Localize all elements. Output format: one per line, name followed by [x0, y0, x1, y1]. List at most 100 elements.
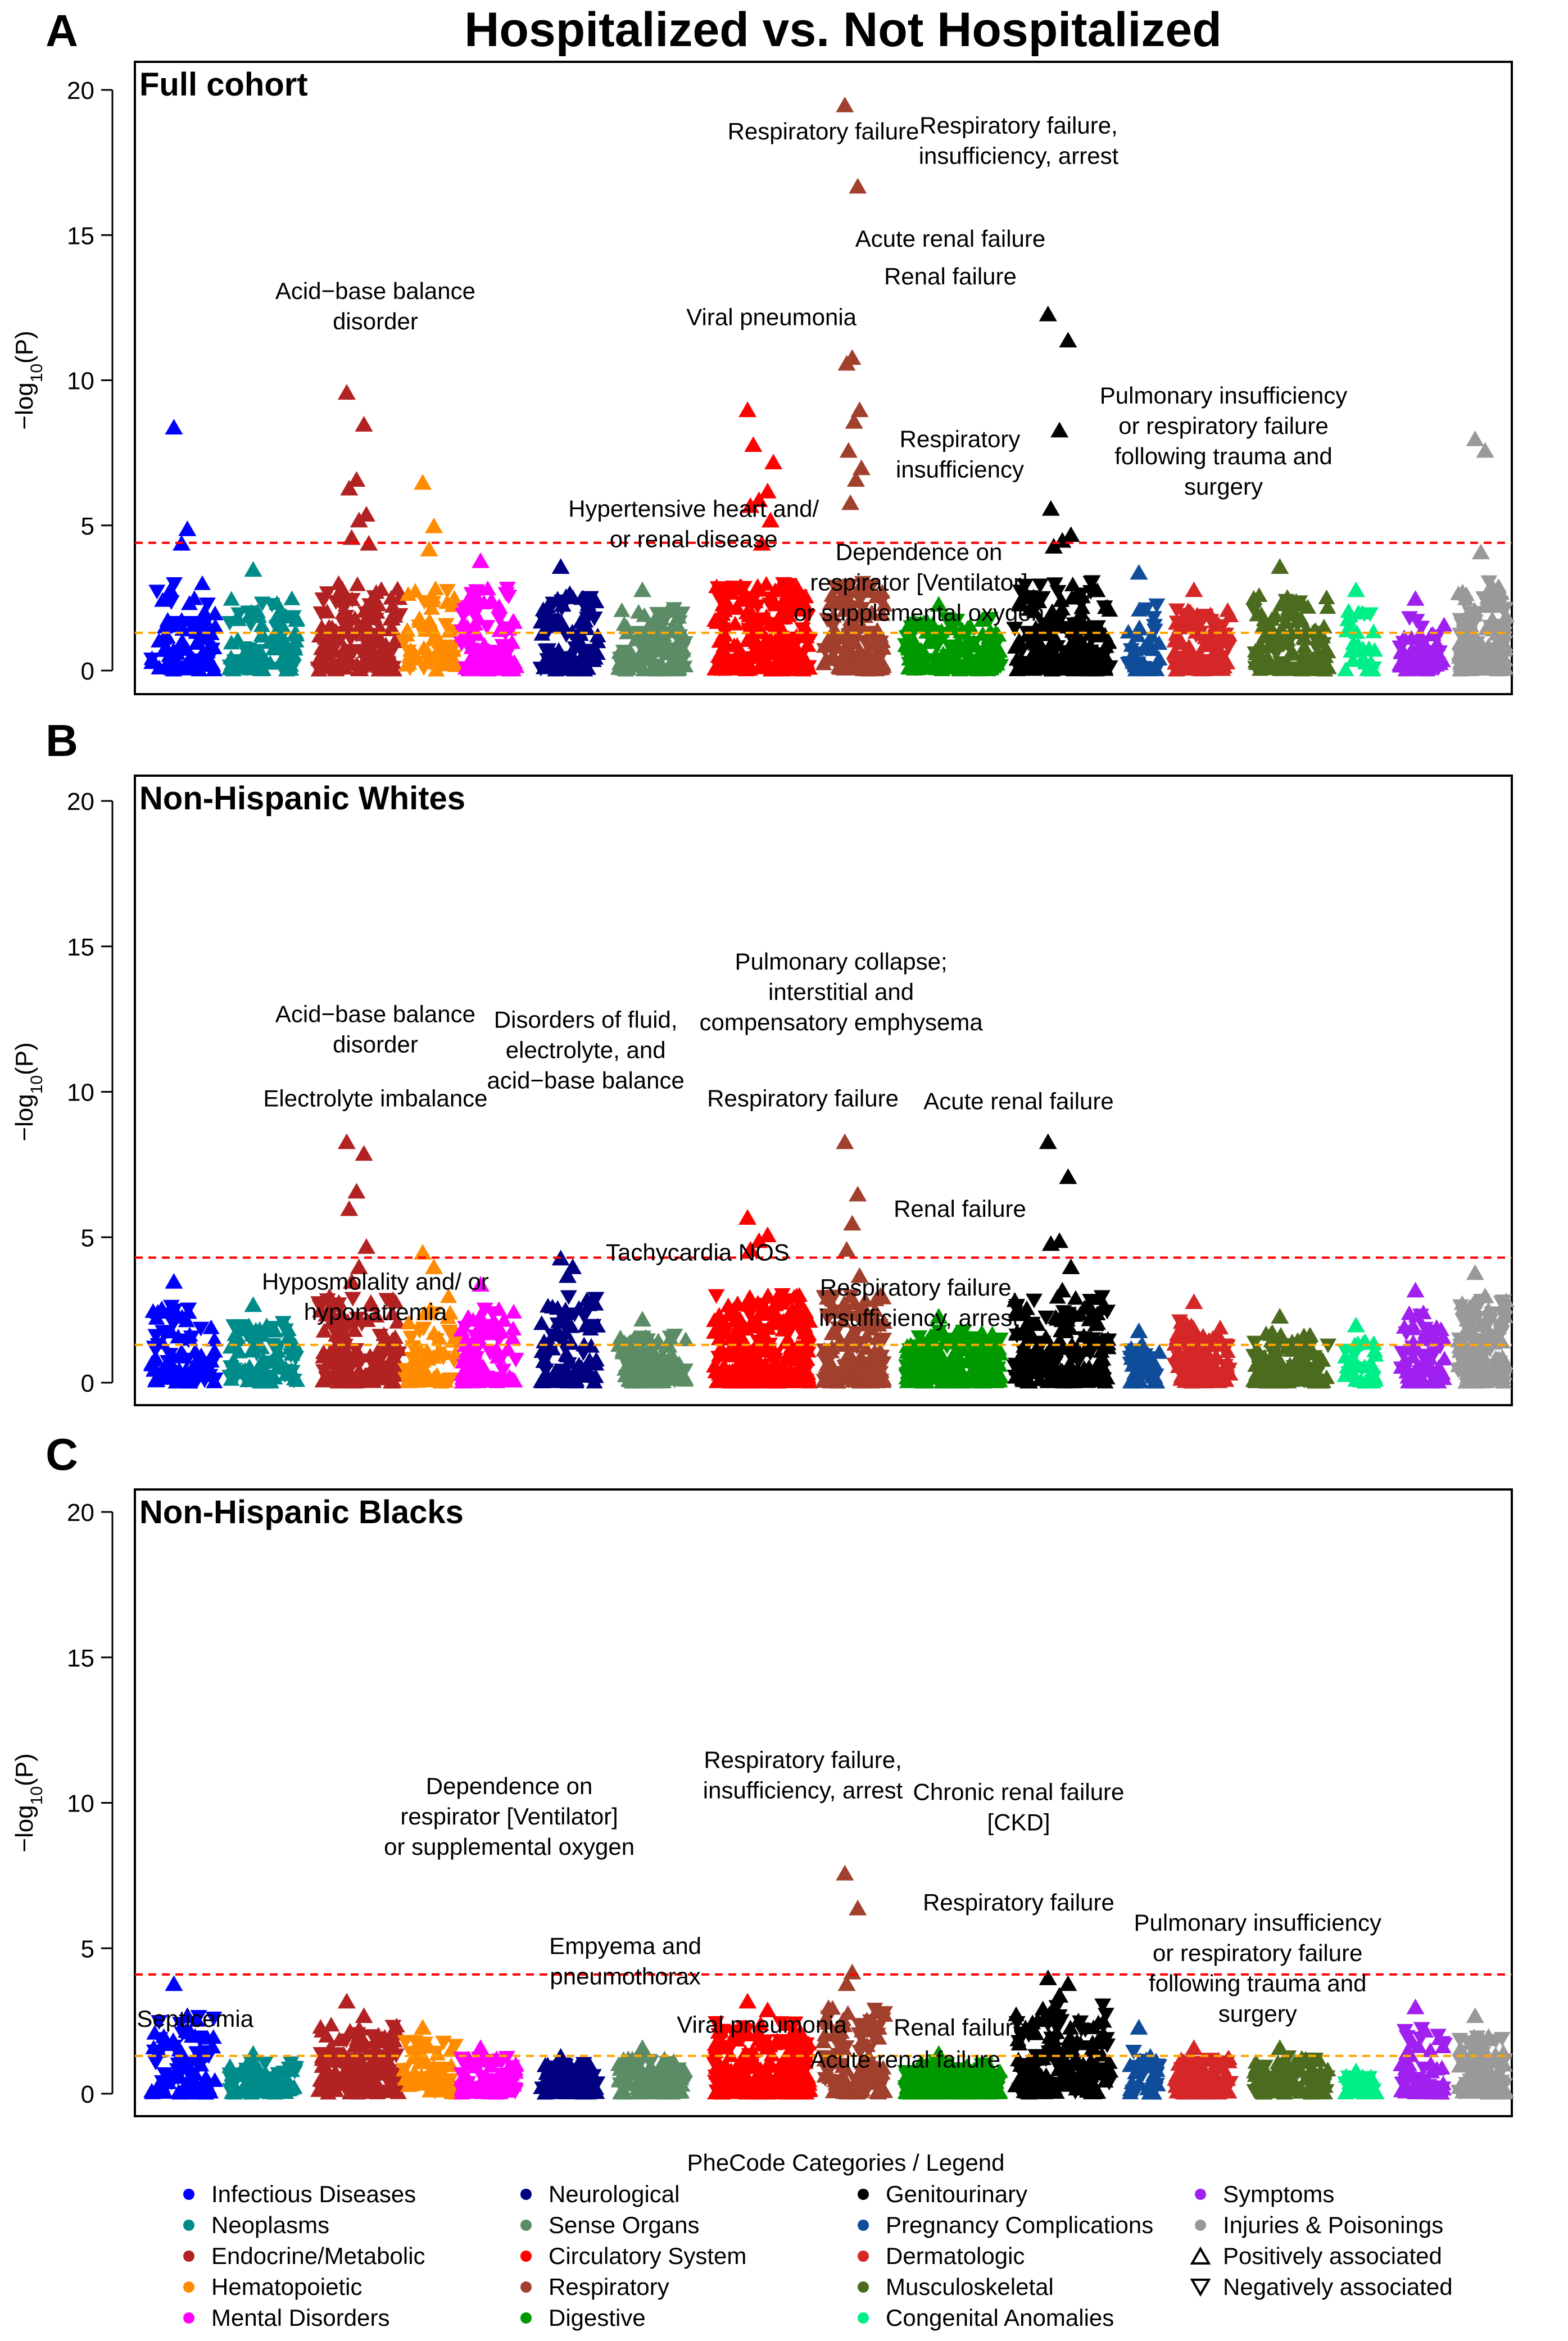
point-peak [414, 2019, 432, 2035]
point-peak [165, 419, 183, 434]
point [1219, 603, 1236, 617]
point-peak [347, 1183, 365, 1199]
point-peak [1050, 422, 1068, 437]
chart-title: Hospitalized vs. Not Hospitalized [464, 3, 1222, 57]
point [1365, 623, 1382, 638]
point [221, 2058, 238, 2073]
y-tick-label: 0 [81, 1370, 94, 1397]
point-peak [849, 1186, 867, 1202]
annotation: Acute renal failure [855, 225, 1046, 252]
point-peak [744, 436, 762, 452]
point-peak [1185, 581, 1203, 597]
point [505, 1304, 522, 1319]
point [223, 591, 240, 606]
annotation: Renal failure [894, 1196, 1026, 1222]
y-tick-label: 10 [67, 368, 94, 395]
point-peak [1039, 1134, 1057, 1149]
point-peak [1347, 581, 1365, 597]
point-peak [1472, 544, 1490, 559]
y-tick-label: 15 [67, 222, 94, 250]
y-tick-label: 0 [81, 2081, 94, 2108]
point-peak [738, 401, 756, 417]
annotation: Tachycardia NOS [606, 1239, 790, 1266]
point-peak [244, 1296, 262, 1312]
point [330, 576, 347, 590]
point [533, 1315, 550, 1330]
point-peak [165, 1975, 183, 1991]
y-tick-label: 0 [81, 658, 94, 685]
y-tick-label: 10 [67, 1790, 94, 1818]
point-peak [472, 553, 490, 568]
annotation: Respiratory failure [728, 118, 919, 144]
point-peak [1271, 558, 1289, 574]
point-peak [357, 1238, 375, 1254]
point-peak [425, 518, 443, 533]
y-tick-label: 5 [81, 1224, 94, 1252]
y-tick-label: 20 [67, 77, 94, 105]
point-peak [178, 520, 196, 536]
point-peak [338, 384, 356, 400]
point [1212, 1320, 1229, 1334]
point-peak [1407, 1282, 1425, 1297]
panel-name: Full cohort [139, 66, 308, 103]
point-peak [338, 1134, 356, 1149]
point-peak [244, 2045, 262, 2061]
point-peak [836, 1134, 854, 1149]
point-peak [414, 474, 432, 490]
point-peak [338, 1993, 356, 2008]
annotation: Renal failure [884, 263, 1017, 289]
point [1436, 617, 1453, 631]
y-tick-label: 15 [67, 934, 94, 961]
point [613, 603, 630, 617]
panel-letter: B [46, 716, 78, 766]
y-tick-label: 20 [67, 1499, 94, 1527]
point [323, 2017, 339, 2031]
point-peak [1059, 332, 1077, 347]
panel-letter: A [46, 6, 78, 56]
point-peak [1042, 500, 1060, 516]
annotation: Acute renal failure [923, 1088, 1114, 1115]
point [349, 576, 366, 591]
point-peak [764, 454, 782, 469]
point-peak [843, 1215, 861, 1230]
point [708, 1289, 725, 1304]
point-peak [472, 2039, 490, 2055]
point-peak [1059, 1169, 1077, 1184]
point-peak [1130, 564, 1148, 579]
y-tick-label: 10 [67, 1079, 94, 1107]
point-peak [355, 1145, 373, 1161]
point-peak [1271, 1308, 1289, 1324]
point-peak [841, 495, 859, 510]
point-peak [1347, 1317, 1365, 1333]
point-peak [633, 2039, 651, 2055]
point-peak [355, 2007, 373, 2023]
panel-name: Non-Hispanic Whites [139, 780, 465, 817]
annotation: Electrolyte imbalance [263, 1085, 487, 1111]
point [1318, 590, 1335, 604]
point [1064, 577, 1081, 591]
point-peak [1185, 1293, 1203, 1309]
panel-name: Non-Hispanic Blacks [139, 1494, 464, 1531]
points [143, 1134, 1515, 1389]
y-tick-label: 15 [67, 1645, 94, 1672]
point-peak [849, 1900, 867, 1916]
point-peak [1062, 1258, 1080, 1274]
y-axis-label: −log10(P) [11, 1042, 46, 1141]
point-peak [1039, 306, 1057, 322]
point-peak [849, 178, 867, 194]
point [194, 576, 211, 590]
point-peak [1407, 590, 1425, 606]
point-peak [1466, 1264, 1484, 1280]
point [560, 1291, 577, 1305]
